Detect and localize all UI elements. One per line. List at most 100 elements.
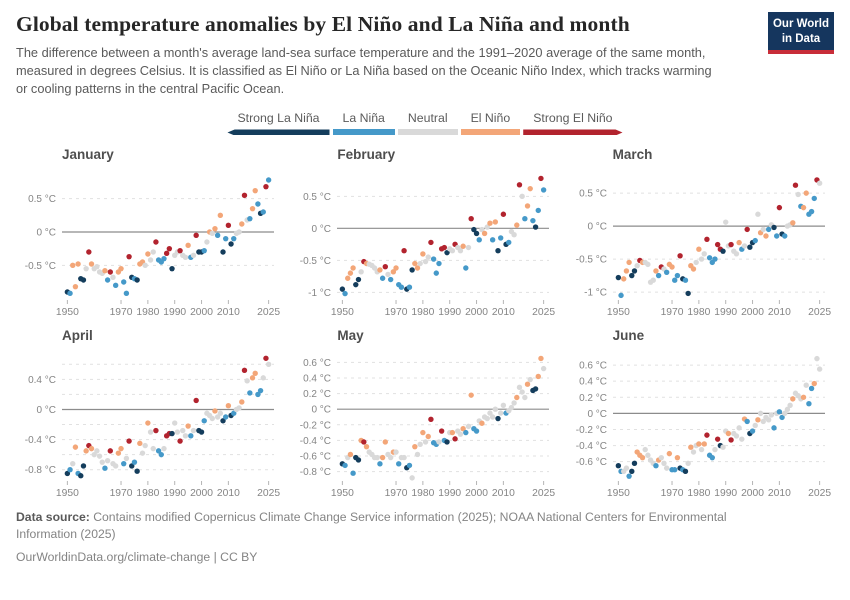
data-point-1983[interactable]	[428, 417, 434, 423]
data-point-2005[interactable]	[212, 226, 218, 232]
data-point-1955[interactable]	[628, 469, 635, 475]
data-point-1997[interactable]	[190, 253, 197, 259]
data-point-2004[interactable]	[760, 419, 766, 425]
data-point-1970[interactable]	[118, 446, 124, 452]
data-point-1954[interactable]	[350, 265, 357, 272]
data-point-1986[interactable]	[711, 256, 718, 263]
data-point-2019[interactable]	[249, 375, 256, 382]
data-point-1998[interactable]	[744, 227, 750, 233]
data-point-2012[interactable]	[506, 240, 512, 246]
data-point-2006[interactable]	[490, 237, 496, 244]
data-point-1975[interactable]	[682, 277, 688, 284]
data-point-1960[interactable]	[91, 452, 97, 458]
data-point-2022[interactable]	[533, 224, 539, 231]
data-point-1968[interactable]	[112, 463, 119, 470]
data-point-1998[interactable]	[468, 392, 475, 399]
data-point-1952[interactable]	[620, 276, 627, 283]
data-point-2002[interactable]	[754, 211, 761, 218]
data-point-2012[interactable]	[231, 411, 237, 417]
data-point-2015[interactable]	[789, 220, 796, 226]
data-point-2023[interactable]	[535, 374, 542, 380]
data-point-1953[interactable]	[348, 270, 354, 277]
data-point-1992[interactable]	[177, 438, 183, 445]
data-point-1983[interactable]	[703, 237, 710, 243]
data-point-1964[interactable]	[102, 465, 108, 472]
data-point-2023[interactable]	[260, 375, 266, 382]
legend-item-neutral[interactable]: Neutral	[397, 111, 458, 136]
data-point-2000[interactable]	[474, 428, 480, 435]
data-point-1975[interactable]	[131, 459, 138, 466]
data-point-1957[interactable]	[634, 263, 640, 269]
data-point-2020[interactable]	[803, 382, 809, 389]
data-point-2020[interactable]	[527, 377, 534, 383]
data-point-1979[interactable]	[417, 261, 424, 267]
data-point-2002[interactable]	[204, 239, 210, 246]
data-point-1976[interactable]	[409, 267, 416, 274]
data-point-2015[interactable]	[239, 399, 245, 406]
data-point-1957[interactable]	[83, 266, 89, 272]
data-point-1995[interactable]	[185, 243, 191, 249]
data-point-1990[interactable]	[722, 219, 729, 226]
data-point-1975[interactable]	[407, 463, 413, 469]
data-point-1993[interactable]	[180, 428, 186, 434]
data-point-1983[interactable]	[428, 240, 434, 246]
data-point-1959[interactable]	[364, 444, 370, 450]
data-point-2024[interactable]	[263, 184, 269, 190]
data-point-1953[interactable]	[72, 284, 79, 290]
data-point-1955[interactable]	[353, 282, 359, 288]
data-point-1961[interactable]	[644, 262, 651, 268]
data-point-1963[interactable]	[99, 459, 105, 466]
data-point-1994[interactable]	[182, 433, 189, 439]
data-point-1996[interactable]	[463, 430, 469, 436]
data-point-1963[interactable]	[650, 277, 656, 284]
data-point-1973[interactable]	[677, 253, 683, 259]
data-point-1986[interactable]	[161, 256, 167, 262]
data-point-2014[interactable]	[236, 229, 242, 236]
data-point-2015[interactable]	[789, 396, 796, 403]
data-point-1995[interactable]	[185, 423, 191, 430]
data-point-2002[interactable]	[754, 417, 761, 423]
data-point-2005[interactable]	[212, 408, 218, 415]
data-point-1989[interactable]	[169, 266, 175, 272]
data-point-1950[interactable]	[615, 275, 621, 281]
data-point-1981[interactable]	[147, 429, 154, 436]
data-point-2007[interactable]	[492, 406, 499, 413]
data-point-2016[interactable]	[241, 193, 248, 199]
data-point-2004[interactable]	[484, 224, 491, 231]
data-point-2009[interactable]	[222, 414, 229, 421]
data-point-1987[interactable]	[439, 428, 445, 435]
data-point-1970[interactable]	[393, 449, 400, 456]
data-point-1955[interactable]	[628, 273, 635, 279]
data-point-2017[interactable]	[244, 378, 250, 385]
data-point-1956[interactable]	[356, 457, 362, 464]
data-point-2025[interactable]	[816, 180, 822, 187]
data-point-1953[interactable]	[72, 444, 79, 451]
data-point-1972[interactable]	[123, 291, 130, 297]
data-point-2024[interactable]	[813, 356, 820, 362]
data-point-1954[interactable]	[350, 470, 357, 477]
data-point-2020[interactable]	[527, 186, 534, 192]
data-point-1984[interactable]	[706, 255, 712, 261]
data-point-1982[interactable]	[425, 254, 432, 261]
data-point-2025[interactable]	[265, 177, 272, 184]
data-point-1991[interactable]	[725, 431, 731, 437]
data-point-1997[interactable]	[741, 243, 747, 250]
data-point-1967[interactable]	[660, 461, 667, 467]
data-point-2010[interactable]	[776, 205, 782, 211]
data-point-2007[interactable]	[492, 219, 499, 226]
data-point-2018[interactable]	[247, 216, 253, 222]
data-point-1968[interactable]	[388, 455, 394, 461]
data-point-1976[interactable]	[134, 468, 140, 475]
data-point-2010[interactable]	[501, 212, 507, 218]
data-point-2003[interactable]	[757, 411, 763, 417]
data-point-1972[interactable]	[123, 456, 130, 462]
data-point-1956[interactable]	[80, 277, 87, 284]
data-point-1982[interactable]	[150, 249, 156, 256]
data-point-1953[interactable]	[348, 452, 354, 458]
data-point-1952[interactable]	[345, 276, 351, 282]
data-point-1950[interactable]	[339, 286, 346, 293]
data-point-2001[interactable]	[476, 237, 483, 244]
data-point-2006[interactable]	[765, 417, 772, 423]
data-point-1991[interactable]	[450, 430, 456, 436]
data-point-1989[interactable]	[444, 250, 451, 256]
